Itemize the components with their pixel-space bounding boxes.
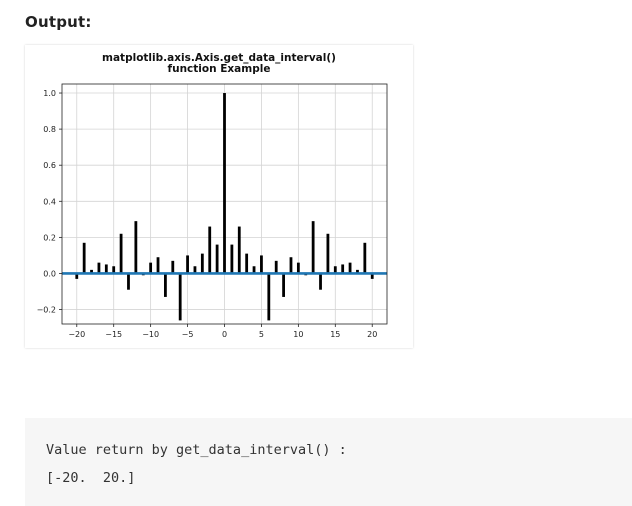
bar bbox=[282, 273, 285, 297]
bar bbox=[119, 233, 123, 274]
x-tick-label: 20 bbox=[367, 330, 377, 339]
bar bbox=[178, 273, 182, 321]
bar bbox=[164, 273, 167, 297]
chart-title-line-1: matplotlib.axis.Axis.get_data_interval() bbox=[102, 52, 336, 64]
y-tick-label: −0.2 bbox=[37, 306, 56, 315]
output-code-block: Value return by get_data_interval() : [-… bbox=[25, 418, 632, 506]
bar bbox=[311, 221, 315, 274]
y-tick-label: 1.0 bbox=[43, 89, 56, 98]
bar bbox=[267, 273, 271, 321]
x-tick-label: −5 bbox=[182, 330, 194, 339]
bar bbox=[171, 260, 175, 274]
chart-title-line-2: function Example bbox=[168, 63, 271, 75]
y-tick-label: 0.6 bbox=[43, 161, 56, 170]
bar bbox=[215, 244, 219, 274]
bar bbox=[149, 262, 153, 274]
bar bbox=[186, 255, 189, 274]
bar bbox=[341, 264, 345, 274]
output-line-2: [-20. 20.] bbox=[46, 470, 136, 486]
x-tick-label: −20 bbox=[68, 330, 85, 339]
y-tick-label: 0.2 bbox=[43, 233, 56, 242]
bar bbox=[127, 273, 130, 290]
output-heading: Output: bbox=[25, 13, 92, 31]
bar bbox=[104, 264, 108, 274]
bar bbox=[319, 273, 322, 290]
bar bbox=[260, 255, 263, 274]
bar bbox=[237, 226, 241, 274]
figure-card: matplotlib.axis.Axis.get_data_interval()… bbox=[25, 45, 413, 348]
x-tick-label: −10 bbox=[142, 330, 159, 339]
x-tick-label: 10 bbox=[293, 330, 303, 339]
x-tick-label: 0 bbox=[222, 330, 227, 339]
bar bbox=[252, 266, 256, 274]
bar bbox=[193, 266, 197, 274]
bar bbox=[156, 257, 160, 274]
bar bbox=[208, 226, 212, 274]
bar bbox=[363, 242, 367, 274]
x-tick-label: 15 bbox=[330, 330, 340, 339]
bar bbox=[326, 233, 330, 274]
x-axis: −20 −15 −10 −5 0 5 10 15 20 bbox=[68, 324, 377, 339]
bar bbox=[223, 93, 226, 274]
x-tick-label: 5 bbox=[259, 330, 264, 339]
chart: matplotlib.axis.Axis.get_data_interval()… bbox=[37, 52, 388, 339]
bar bbox=[200, 253, 204, 274]
bar bbox=[90, 269, 93, 274]
bar bbox=[333, 266, 337, 274]
y-tick-label: 0.4 bbox=[43, 197, 56, 206]
y-axis: −0.2 0.0 0.2 0.4 0.6 0.8 1.0 bbox=[37, 89, 62, 315]
bar bbox=[75, 273, 79, 279]
bar bbox=[356, 269, 359, 274]
bar bbox=[370, 273, 374, 279]
x-tick-label: −15 bbox=[105, 330, 122, 339]
y-tick-label: 0.8 bbox=[43, 125, 56, 134]
bar bbox=[289, 257, 293, 274]
bar bbox=[112, 266, 116, 274]
bar bbox=[274, 260, 278, 274]
bar bbox=[296, 262, 300, 274]
bar bbox=[134, 221, 138, 274]
output-line-1: Value return by get_data_interval() : bbox=[46, 442, 347, 458]
bar bbox=[245, 253, 249, 274]
bar bbox=[82, 242, 86, 274]
bar bbox=[348, 262, 352, 274]
bar bbox=[230, 244, 234, 274]
y-tick-label: 0.0 bbox=[43, 269, 56, 278]
bars bbox=[75, 93, 374, 321]
bar bbox=[97, 262, 101, 274]
